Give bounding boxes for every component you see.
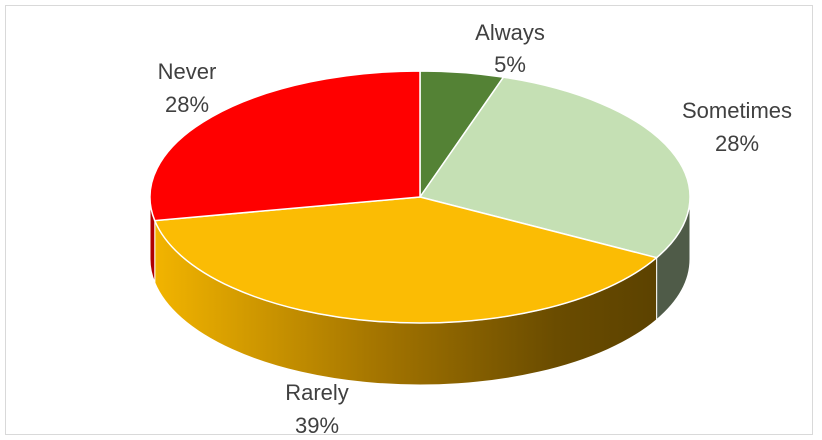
label-sometimes: Sometimes 28% — [682, 98, 792, 156]
label-rarely-name: Rarely — [285, 380, 349, 405]
slice-rarely — [153, 196, 659, 324]
label-never-percent: 28% — [165, 92, 209, 117]
pie-tops — [149, 70, 691, 324]
slice-sometimes — [418, 76, 691, 259]
label-sometimes-name: Sometimes — [682, 98, 792, 123]
label-always: Always 5% — [475, 20, 545, 77]
label-always-name: Always — [475, 20, 545, 45]
slice-never — [149, 70, 421, 222]
label-always-percent: 5% — [494, 52, 526, 77]
label-never-name: Never — [158, 59, 217, 84]
label-rarely-percent: 39% — [295, 413, 339, 438]
label-rarely: Rarely 39% — [285, 380, 349, 438]
label-never: Never 28% — [158, 59, 217, 117]
label-sometimes-percent: 28% — [715, 131, 759, 156]
